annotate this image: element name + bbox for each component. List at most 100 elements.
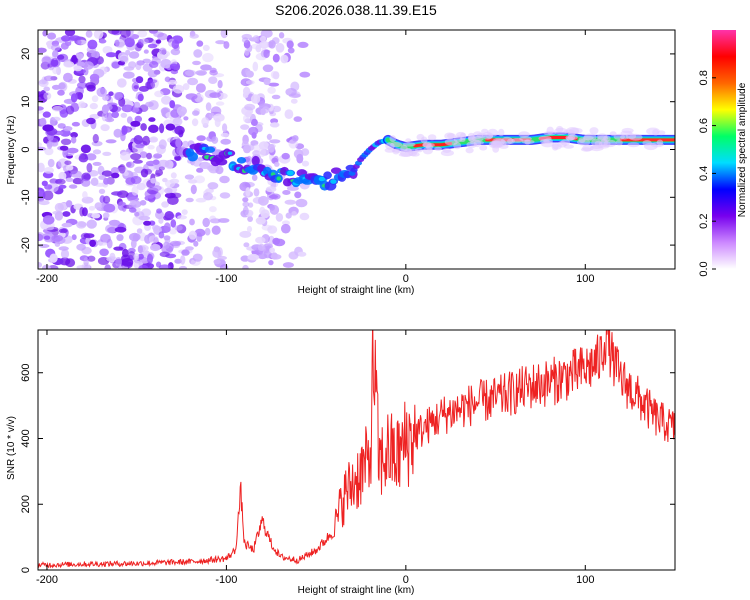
spectrogram-cell (88, 205, 96, 211)
colorbar-ticks: 0.0 0.2 0.4 0.6 0.8 (698, 70, 716, 277)
spectrogram-cell (241, 37, 249, 43)
spectrogram-cell (58, 171, 67, 181)
spectrogram-cell (42, 124, 54, 132)
spectrogram-cell (102, 212, 110, 219)
spectrogram-cell (220, 138, 231, 145)
spectrogram-cell (38, 162, 45, 173)
spectrogram-cell (118, 164, 126, 174)
spectrogram-cell (127, 196, 140, 202)
spectrogram-cell (566, 136, 574, 141)
spectrogram-cell (111, 172, 120, 179)
spectrogram-cell (47, 158, 55, 168)
spectrogram-cell (103, 177, 110, 185)
spectrogram-cell (38, 262, 43, 268)
spectrogram-cell (65, 177, 74, 182)
spectrogram-cell (185, 69, 197, 77)
spectrogram-cell (51, 234, 63, 242)
colorbar: 0.0 0.2 0.4 0.6 0.8 Normalized spectral ampl… (698, 30, 748, 277)
spectrogram-cell (158, 264, 171, 269)
colorbar-gradient (712, 30, 736, 269)
spectrogram-cell (205, 102, 212, 111)
spectrogram-cell (149, 61, 159, 68)
spectrogram-cell (282, 190, 291, 195)
spectrogram-cell (133, 135, 143, 145)
spectrogram-cell (43, 235, 51, 240)
spectrogram-cell (64, 160, 72, 166)
spectrogram-cell (92, 133, 99, 144)
spectrogram-cell (193, 49, 203, 58)
spectrogram-cell (76, 39, 82, 45)
spectrogram-cell (416, 133, 425, 141)
spectrogram-cell (265, 186, 277, 193)
spectrogram-cell (200, 64, 212, 71)
spectrogram-cell (597, 133, 608, 140)
spectrogram-cell (215, 158, 228, 166)
spectrogram-cell (50, 44, 61, 52)
spectrogram-cell (644, 142, 658, 151)
spectrogram-cell (94, 202, 103, 210)
spectrogram-cell (269, 139, 281, 144)
spectrogram-cell (262, 106, 270, 114)
spectrogram-cell (167, 79, 178, 85)
spectrogram-cell (272, 53, 280, 63)
spectrogram-cell (169, 100, 176, 109)
spectrogram-cell (60, 42, 69, 50)
spectrogram-cell (212, 248, 222, 258)
spectrogram-cell (217, 218, 230, 223)
spectrogram-cell (58, 82, 66, 90)
spectrogram-cell (130, 120, 141, 127)
spectrogram-cell (181, 209, 188, 216)
spectrogram-cell (270, 71, 278, 79)
spectrogram-cell (125, 161, 135, 169)
spectrogram-cell (209, 206, 217, 213)
spectrogram-cell (103, 104, 113, 111)
spectrogram-cell (70, 93, 78, 103)
spectrogram-cell (47, 32, 57, 40)
spectrogram-cell (281, 223, 291, 234)
colorbar-tick-label: 0.0 (698, 261, 710, 276)
spectrogram-cell (158, 231, 165, 239)
spectrogram-cell (202, 44, 210, 52)
spectrogram-cell (187, 77, 199, 86)
spectrogram-cell (69, 170, 82, 178)
spectrogram-cell (59, 145, 69, 151)
spectrogram-cell (100, 124, 110, 132)
spectrogram-cell (578, 137, 586, 144)
spectrogram-cell (154, 90, 164, 98)
spectrogram-cell (102, 195, 111, 204)
spectrogram-cell (133, 101, 141, 109)
spectrogram-cell (145, 101, 154, 108)
spectrogram-cell (465, 147, 474, 154)
spectrogram-cell (39, 117, 47, 127)
spectrogram-cell (242, 264, 249, 269)
spectrogram-cell (240, 124, 250, 130)
spectrogram-cell (269, 122, 280, 128)
spectrogram-cell (211, 225, 221, 235)
spectrogram-cell (85, 30, 93, 38)
spectrogram-cell (140, 168, 149, 178)
colorbar-tick-label: 0.6 (698, 118, 710, 133)
spectrogram-cell (54, 202, 64, 212)
spectrogram-cell (102, 95, 109, 101)
spectrogram-cell (278, 32, 285, 39)
spectrogram-cell (259, 35, 267, 43)
spectrogram-cell (146, 152, 153, 160)
spectrogram-cell (442, 148, 452, 153)
spectrogram-cell (195, 197, 207, 203)
spectrogram-cell (192, 60, 201, 66)
spectrogram-cell (80, 144, 91, 154)
spectrogram-cell (269, 204, 275, 211)
spectrogram-cell (257, 253, 268, 260)
spectrogram-cell (43, 92, 52, 100)
spectrogram-cell (250, 118, 258, 126)
spectrogram-cell (139, 151, 148, 159)
spectrogram-cell (285, 88, 297, 96)
spectrogram-cell (151, 185, 162, 192)
spectrogram-cell (83, 233, 95, 239)
spectrogram-cell (288, 251, 299, 260)
spectrogram-cell (174, 258, 182, 264)
spectrogram-cell (248, 126, 259, 136)
spectrogram-cell (101, 170, 113, 177)
spectrogram-cell (130, 239, 137, 249)
spectrogram-cell (292, 135, 299, 142)
